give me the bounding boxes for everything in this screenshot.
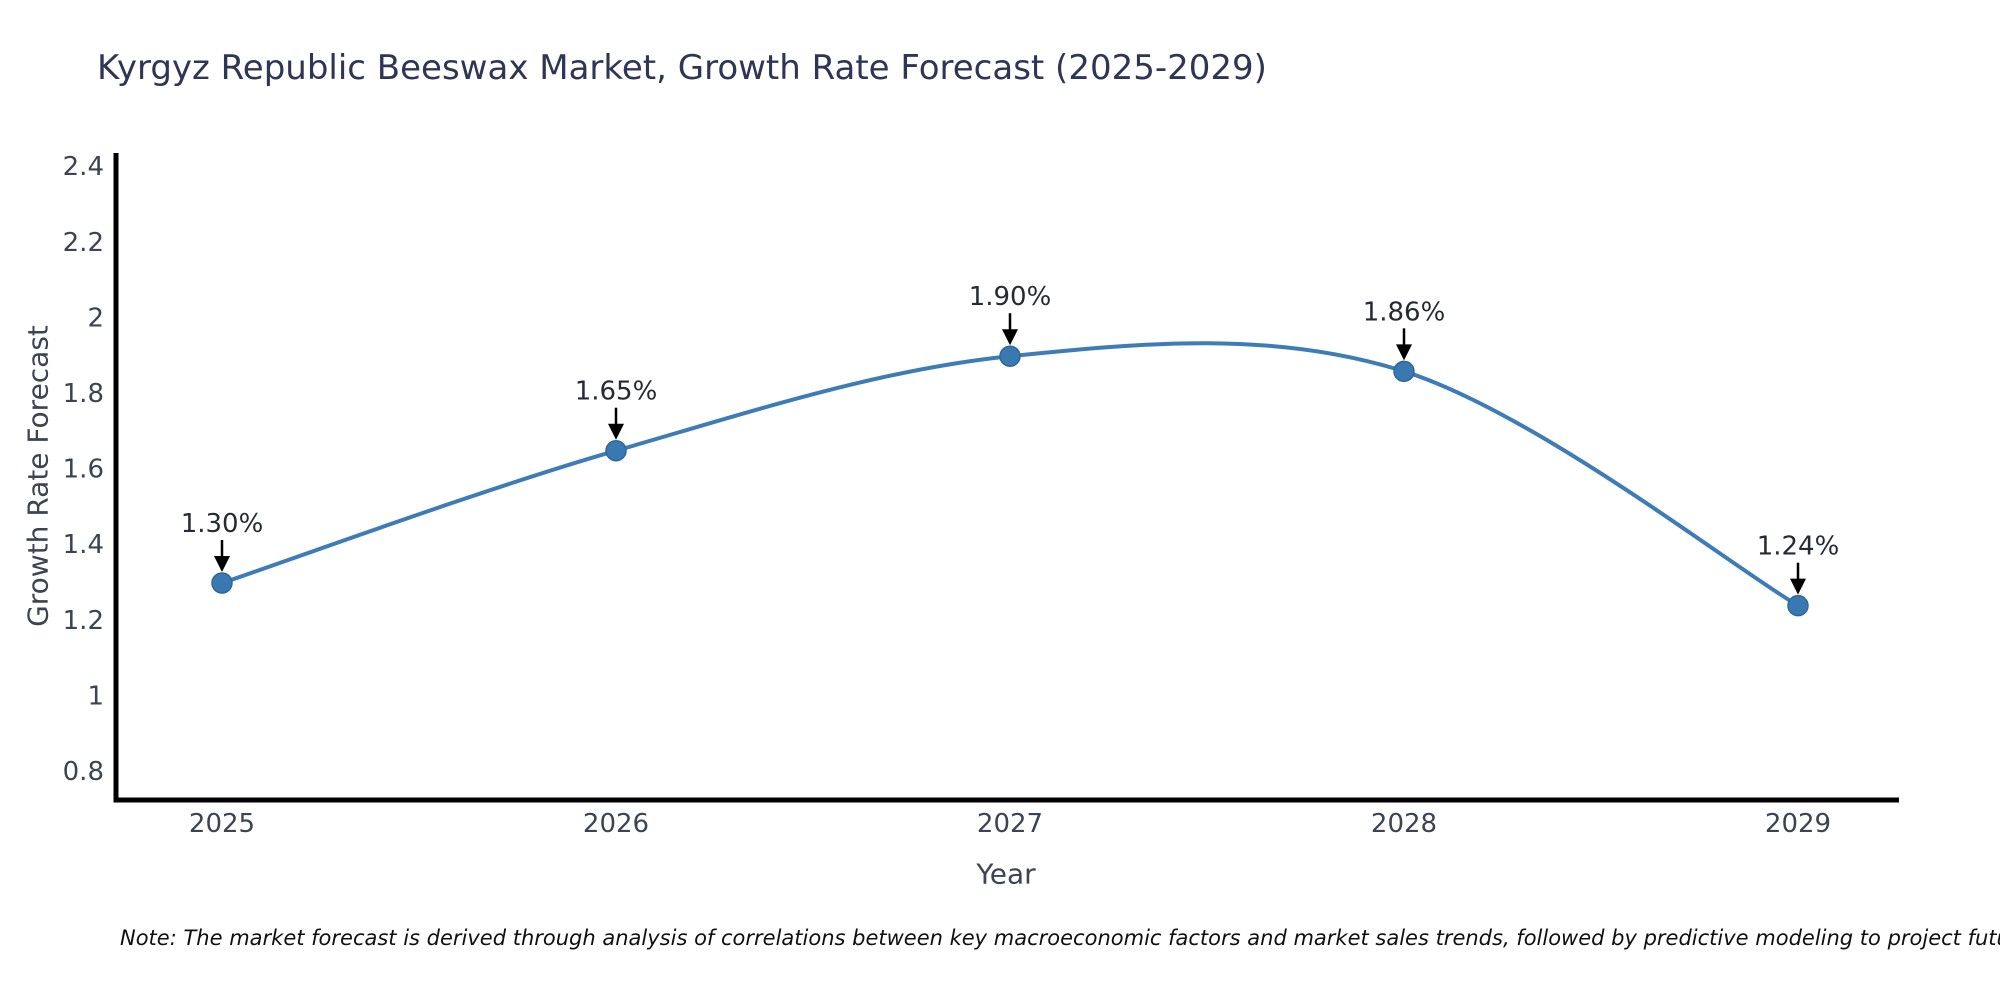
data-point-marker (1393, 360, 1415, 383)
x-tick-label: 2029 (1765, 809, 1831, 839)
y-tick-label: 1.8 (63, 379, 104, 409)
y-tick-label: 2.4 (63, 152, 104, 182)
y-tick-label: 2.2 (63, 228, 104, 258)
y-tick-label: 0.8 (63, 757, 104, 787)
data-point-marker (605, 439, 627, 462)
methodology-note: Note: The market forecast is derived thr… (120, 926, 2000, 950)
y-tick-label: 1 (87, 681, 104, 711)
chart-title: Kyrgyz Republic Beeswax Market, Growth R… (97, 48, 1267, 88)
point-annotation-label: 1.90% (969, 282, 1052, 312)
x-tick-label: 2026 (583, 809, 649, 839)
annotation-arrow-head (1002, 329, 1018, 346)
annotation-arrow-head (608, 423, 624, 440)
y-tick-label: 1.2 (63, 606, 104, 636)
annotation-arrow-head (214, 556, 230, 572)
point-annotation-label: 1.30% (181, 509, 264, 539)
annotation-arrow-head (1396, 344, 1412, 361)
footnote-container: Note: The market forecast is derived thr… (0, 920, 2000, 964)
y-tick-label: 2 (87, 303, 104, 333)
data-point-marker (211, 572, 233, 594)
x-axis-title: Year (976, 857, 1036, 891)
y-tick-label: 1.4 (63, 530, 104, 560)
point-annotation-label: 1.65% (575, 377, 658, 407)
data-point-marker (999, 345, 1021, 367)
series-line (220, 341, 1800, 608)
x-tick-label: 2027 (977, 809, 1043, 839)
x-tick-label: 2028 (1371, 809, 1437, 839)
point-annotation-label: 1.24% (1757, 532, 1840, 562)
data-point-marker (1787, 594, 1809, 617)
x-tick-label: 2025 (189, 809, 255, 839)
annotation-arrow-head (1790, 578, 1806, 595)
y-tick-label: 1.6 (63, 455, 104, 485)
point-annotation-label: 1.86% (1363, 297, 1446, 327)
y-axis-title: Growth Rate Forecast (21, 325, 55, 627)
